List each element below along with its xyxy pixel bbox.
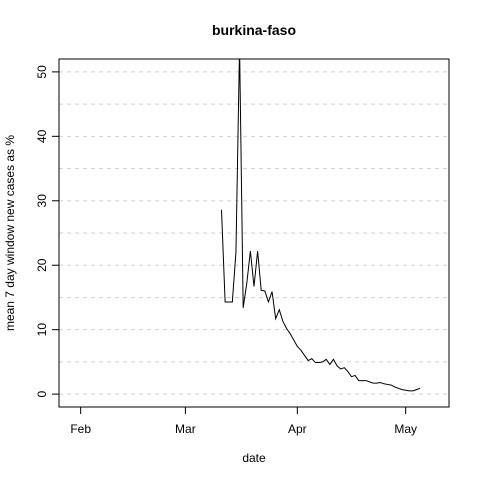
chart-title: burkina-faso xyxy=(212,22,296,38)
series-line xyxy=(222,46,421,391)
x-tick-label: Apr xyxy=(288,422,307,436)
y-tick-label: 10 xyxy=(35,323,49,337)
y-tick-label: 20 xyxy=(35,258,49,272)
y-tick-label: 40 xyxy=(35,129,49,143)
grid-lines xyxy=(59,72,449,394)
y-axis-label: mean 7 day window new cases as % xyxy=(3,135,17,331)
y-tick-label: 0 xyxy=(35,390,49,397)
x-tick-label: Feb xyxy=(70,422,91,436)
x-tick-label: Mar xyxy=(175,422,196,436)
y-tick-label: 50 xyxy=(35,65,49,79)
y-tick-label: 30 xyxy=(35,194,49,208)
x-tick-label: May xyxy=(394,422,417,436)
plot-lines xyxy=(59,46,420,391)
x-axis-label: date xyxy=(242,451,266,465)
